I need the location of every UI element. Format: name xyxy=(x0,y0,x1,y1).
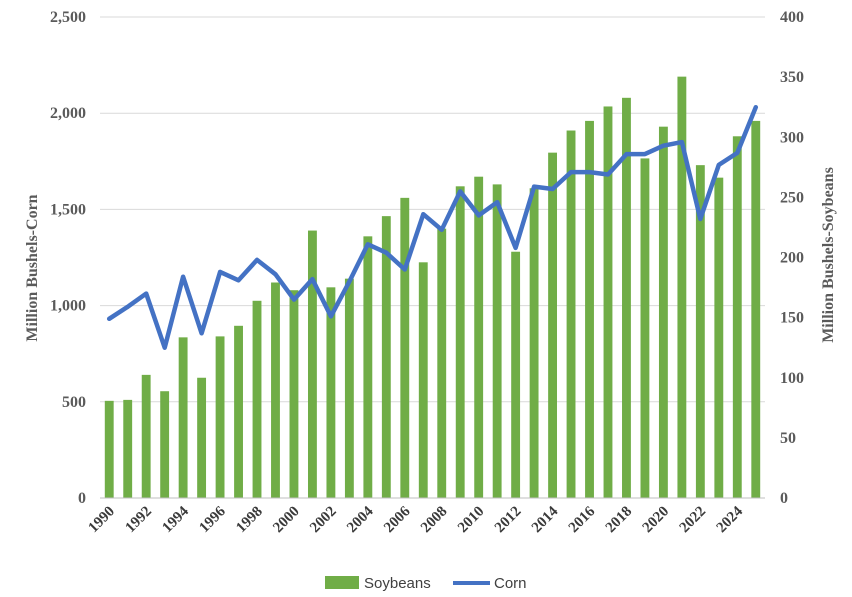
bar-soybeans-1991 xyxy=(123,399,133,498)
line-corn xyxy=(106,104,759,350)
x-tick-label: 2024 xyxy=(714,503,747,536)
right-tick-label: 350 xyxy=(780,69,804,86)
bar-soybeans-2011 xyxy=(492,184,502,498)
bar-soybeans-2003 xyxy=(344,278,354,498)
legend: Soybeans Corn xyxy=(325,575,527,592)
bar-soybeans-1996 xyxy=(215,336,225,498)
legend-label-soybeans: Soybeans xyxy=(364,575,431,592)
x-tick-label: 2022 xyxy=(677,504,710,537)
x-tick-label: 2018 xyxy=(603,504,636,537)
bar-soybeans-2001 xyxy=(307,230,317,498)
left-tick-label: 1,000 xyxy=(50,298,86,315)
right-axis-ticks: 0 50 100 150 200 250 300 350 400 xyxy=(780,9,804,507)
x-tick-label: 1998 xyxy=(233,504,266,537)
left-tick-label: 1,500 xyxy=(50,201,86,218)
x-tick-label: 2012 xyxy=(492,504,525,537)
bar-soybeans-1999 xyxy=(271,282,280,498)
corn-line xyxy=(106,104,759,350)
bar-soybeans-2004 xyxy=(363,236,373,498)
bar-soybeans-2024 xyxy=(732,136,742,498)
bar-soybeans-2009 xyxy=(455,186,465,498)
x-tick-label: 2004 xyxy=(344,503,377,536)
bar-soybeans-1994 xyxy=(178,337,188,498)
left-tick-label: 500 xyxy=(62,394,86,411)
bar-soybeans-2012 xyxy=(511,251,521,498)
left-axis-title: Million Bushels-Corn xyxy=(24,194,41,341)
bar-soybeans-2007 xyxy=(418,262,428,498)
x-tick-label: 2000 xyxy=(270,504,303,537)
soybeans-bars xyxy=(104,76,761,499)
x-tick-label: 2002 xyxy=(307,504,340,537)
bar-soybeans-2015 xyxy=(566,130,576,499)
right-tick-label: 300 xyxy=(780,129,804,146)
bar-soybeans-1992 xyxy=(141,374,151,498)
bar-soybeans-2016 xyxy=(585,120,594,498)
x-tick-label: 1992 xyxy=(122,504,155,537)
legend-label-corn: Corn xyxy=(494,575,527,592)
x-tick-label: 1990 xyxy=(86,504,119,537)
x-tick-label: 2006 xyxy=(381,503,414,536)
bar-soybeans-2010 xyxy=(474,176,484,498)
right-tick-label: 250 xyxy=(780,189,804,206)
right-tick-label: 0 xyxy=(780,490,788,507)
bar-soybeans-2020 xyxy=(658,126,668,498)
x-axis-ticks: 1990 1992 1994 1996 1998 2000 2002 2004 2006 2008… xyxy=(86,503,747,536)
bar-soybeans-2025 xyxy=(751,120,761,498)
x-tick-label: 1996 xyxy=(196,503,229,536)
left-tick-label: 2,000 xyxy=(50,105,86,122)
left-axis-ticks: 0 500 1,000 1,500 2,000 2,500 xyxy=(50,9,86,507)
legend-swatch-soybeans xyxy=(325,576,359,589)
bar-soybeans-2014 xyxy=(548,152,558,498)
bar-soybeans-1995 xyxy=(197,377,207,498)
bar-soybeans-2022 xyxy=(695,165,705,498)
right-tick-label: 100 xyxy=(780,370,804,387)
bar-soybeans-2017 xyxy=(603,106,613,498)
right-tick-label: 150 xyxy=(780,310,804,327)
bar-soybeans-1990 xyxy=(104,400,114,498)
right-axis-title: Million Bushels-Soybeans xyxy=(820,167,837,343)
bar-soybeans-2021 xyxy=(677,76,687,499)
x-tick-label: 2008 xyxy=(418,504,451,537)
left-tick-label: 2,500 xyxy=(50,9,86,26)
x-tick-label: 2010 xyxy=(455,504,488,537)
bar-soybeans-1998 xyxy=(252,300,262,498)
x-tick-label: 2016 xyxy=(566,503,599,536)
bar-soybeans-2023 xyxy=(714,177,724,499)
bar-soybeans-2002 xyxy=(326,287,336,498)
x-tick-label: 1994 xyxy=(159,503,192,536)
bar-soybeans-2006 xyxy=(400,197,410,498)
left-tick-label: 0 xyxy=(78,490,86,507)
bar-soybeans-2005 xyxy=(381,216,391,498)
x-tick-label: 2020 xyxy=(640,504,673,537)
right-tick-label: 200 xyxy=(780,250,804,267)
bar-soybeans-2013 xyxy=(529,188,539,498)
bar-soybeans-2008 xyxy=(437,228,447,498)
bar-soybeans-1997 xyxy=(234,325,243,498)
bar-soybeans-2019 xyxy=(640,158,650,498)
bar-soybeans-2018 xyxy=(622,97,631,499)
right-tick-label: 400 xyxy=(780,9,804,26)
bar-soybeans-2000 xyxy=(289,290,299,498)
bar-soybeans-1993 xyxy=(160,391,170,498)
x-tick-label: 2014 xyxy=(529,503,562,536)
right-tick-label: 50 xyxy=(780,430,796,447)
